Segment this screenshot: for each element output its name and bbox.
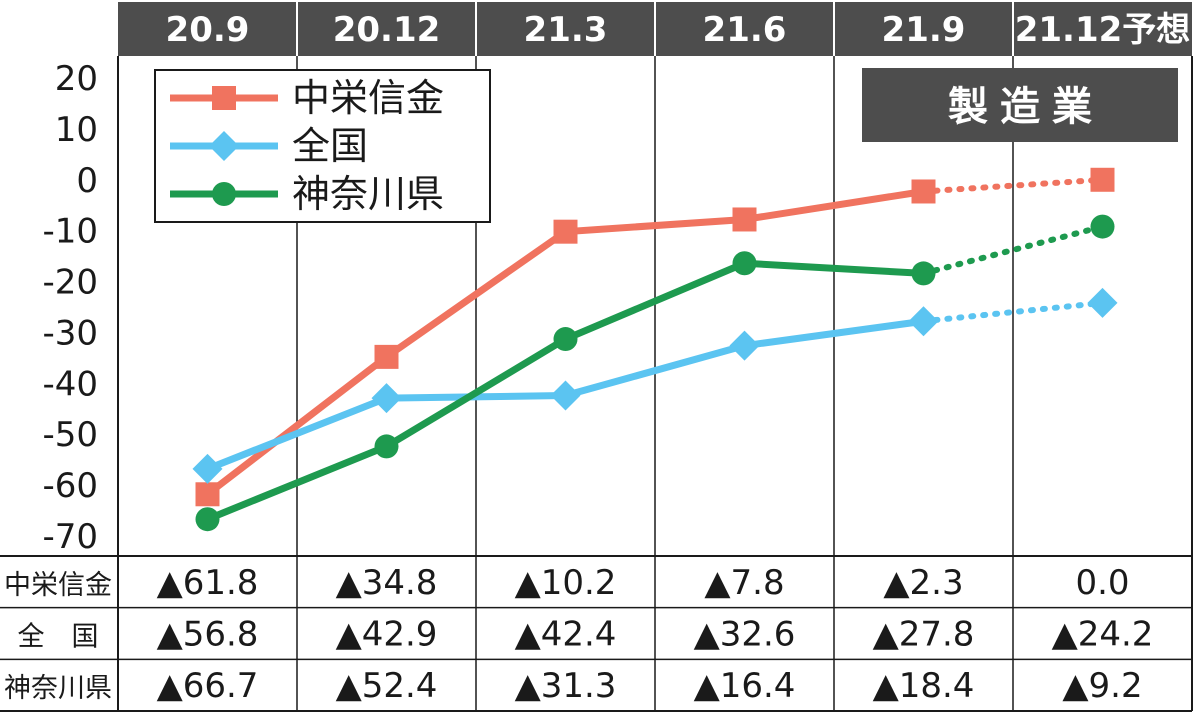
- y-tick-label: -60: [42, 466, 98, 506]
- y-tick-label: -30: [42, 313, 98, 353]
- y-tick-label: 0: [76, 161, 98, 201]
- legend-item: 中栄信金: [170, 76, 444, 120]
- table-cell: 0.0: [1075, 563, 1129, 603]
- diamond-marker: [729, 330, 760, 361]
- table-cell: ▲56.8: [157, 615, 259, 655]
- square-marker: [374, 344, 399, 369]
- square-marker: [212, 86, 236, 110]
- circle-marker: [374, 434, 399, 459]
- table-cell: ▲66.7: [157, 666, 259, 706]
- circle-marker: [911, 261, 936, 286]
- diamond-marker: [371, 383, 402, 414]
- table-cell: ▲7.8: [704, 563, 784, 603]
- series-1: [195, 167, 1115, 507]
- diamond-marker: [209, 131, 239, 161]
- table-cell: ▲10.2: [515, 563, 617, 603]
- table-cell: ▲18.4: [873, 666, 975, 706]
- series-area: [192, 167, 1118, 532]
- table-cell: ▲9.2: [1062, 666, 1142, 706]
- square-marker: [1090, 167, 1115, 192]
- y-tick-label: 20: [55, 59, 98, 99]
- table-cell: ▲24.2: [1052, 615, 1154, 655]
- series-2: [192, 287, 1118, 484]
- circle-marker: [1090, 214, 1115, 239]
- badge: 製造業: [862, 68, 1178, 142]
- circle-marker: [732, 251, 757, 276]
- row-label: 中栄信金: [4, 570, 112, 601]
- legend-item: 神奈川県: [170, 172, 444, 216]
- header-row: 20.9 20.12 21.3 21.6 21.9 21.12予想: [118, 2, 1192, 56]
- row-label: 神奈川県: [4, 673, 112, 704]
- category-label: 21.3: [524, 10, 608, 50]
- table-row: 全 国 ▲56.8 ▲42.9 ▲42.4 ▲32.6 ▲27.8 ▲24.2: [18, 615, 1154, 655]
- table-cell: ▲2.3: [883, 563, 963, 603]
- circle-marker: [553, 327, 578, 352]
- table-row: 中栄信金 ▲61.8 ▲34.8 ▲10.2 ▲7.8 ▲2.3 0.0: [4, 563, 1130, 603]
- legend-label: 中栄信金: [292, 76, 444, 120]
- table-cell: ▲42.9: [336, 615, 438, 655]
- badge-label: 製造業: [948, 84, 1104, 130]
- square-marker: [553, 219, 578, 244]
- legend-item: 全国: [170, 124, 368, 168]
- table-cell: ▲42.4: [515, 615, 617, 655]
- square-marker: [195, 482, 220, 507]
- y-tick-label: -20: [42, 263, 98, 303]
- circle-marker: [212, 182, 236, 206]
- category-label: 21.9: [882, 10, 966, 50]
- table-cell: ▲27.8: [873, 615, 975, 655]
- diamond-marker: [1087, 287, 1118, 318]
- table-cell: ▲31.3: [515, 666, 617, 706]
- y-axis: 20 10 0 -10 -20 -30 -40 -50 -60 -70: [42, 59, 98, 557]
- category-label: 21.6: [703, 10, 787, 50]
- badge-bg: [862, 68, 1178, 142]
- diamond-marker: [192, 453, 223, 484]
- y-tick-label: -40: [42, 364, 98, 404]
- table-cell: ▲16.4: [694, 666, 796, 706]
- category-label: 21.12予想: [1015, 10, 1191, 50]
- y-tick-label: -50: [42, 415, 98, 455]
- y-tick-label: -10: [42, 212, 98, 252]
- grid: [0, 56, 1193, 712]
- diamond-marker: [550, 380, 581, 411]
- table-cell: ▲32.6: [694, 615, 796, 655]
- category-label: 20.9: [166, 10, 250, 50]
- table-cell: ▲34.8: [336, 563, 438, 603]
- row-label: 全 国: [18, 622, 99, 653]
- forecast-line: [920, 223, 1106, 277]
- y-tick-label: 10: [55, 110, 98, 150]
- legend-label: 神奈川県: [292, 172, 444, 216]
- table-cell: ▲61.8: [157, 563, 259, 603]
- square-marker: [911, 179, 936, 204]
- circle-marker: [195, 507, 220, 532]
- category-label: 20.12: [333, 10, 441, 50]
- square-marker: [732, 207, 757, 232]
- legend-label: 全国: [292, 124, 368, 168]
- series-3: [195, 214, 1115, 532]
- table-cell: ▲52.4: [336, 666, 438, 706]
- diamond-marker: [908, 306, 939, 337]
- data-table: 中栄信金 ▲61.8 ▲34.8 ▲10.2 ▲7.8 ▲2.3 0.0 全 国 ▲56.8 ▲4…: [4, 563, 1153, 706]
- table-row: 神奈川県 ▲66.7 ▲52.4 ▲31.3 ▲16.4 ▲18.4 ▲9.2: [4, 666, 1143, 706]
- y-tick-label: -70: [42, 517, 98, 557]
